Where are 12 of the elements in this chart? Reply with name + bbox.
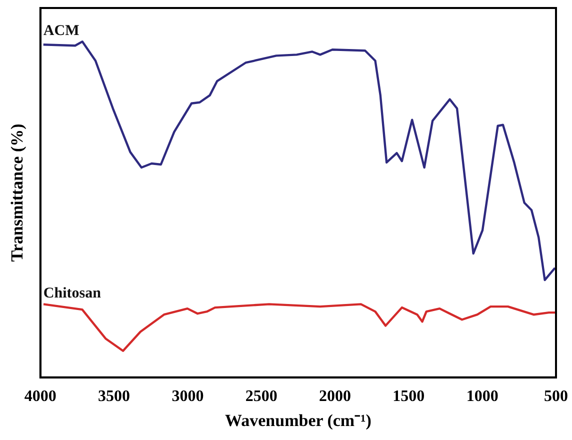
x-tick-label: 1000 [466,388,498,406]
series-label: Chitosan [43,286,102,302]
y-axis-title: Transmittance (%) [8,124,27,262]
x-tick-label: 2500 [245,388,278,406]
x-axis-title: Wavenumber (cm⁻¹) [225,411,372,430]
x-tick-label: 3500 [98,388,130,406]
x-tick-label: 1500 [392,388,425,406]
x-tick-label: 2000 [319,388,352,406]
x-tick-label: 500 [544,388,568,406]
series-label: ACM [43,22,80,39]
x-tick-label: 4000 [24,388,56,406]
x-tick-label: 3000 [172,388,204,406]
